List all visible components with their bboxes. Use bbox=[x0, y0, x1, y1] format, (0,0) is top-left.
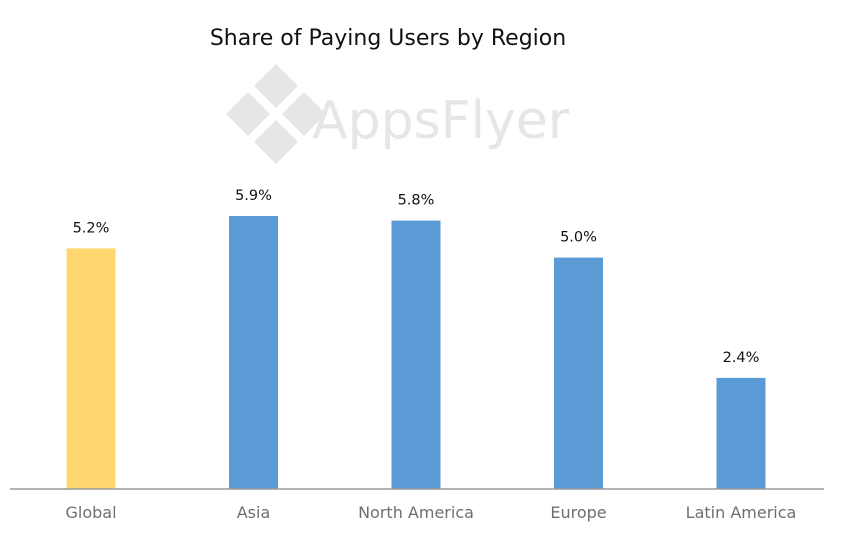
chart-title: Share of Paying Users by Region bbox=[210, 26, 566, 51]
appsflyer-logo-icon bbox=[226, 64, 326, 164]
bar-north-america bbox=[391, 220, 441, 489]
value-label-global: 5.2% bbox=[73, 220, 110, 236]
value-label-north-america: 5.8% bbox=[398, 193, 435, 209]
bars-group bbox=[66, 216, 766, 489]
x-tick-label-global: Global bbox=[65, 503, 116, 522]
watermark-text: AppsFlyer bbox=[312, 91, 570, 151]
x-tick-label-north-america: North America bbox=[358, 503, 474, 522]
appsflyer-watermark: AppsFlyer bbox=[226, 64, 570, 164]
value-label-asia: 5.9% bbox=[235, 188, 272, 204]
value-labels-group: 5.2% 5.9% 5.8% 5.0% 2.4% bbox=[73, 188, 760, 366]
bar-latin-america bbox=[716, 377, 766, 489]
value-label-latin-america: 2.4% bbox=[723, 350, 760, 366]
bar-asia bbox=[229, 216, 278, 489]
x-tick-label-europe: Europe bbox=[550, 503, 606, 522]
tick-labels-group: Global Asia North America Europe Latin Ameri… bbox=[65, 503, 796, 522]
value-label-europe: 5.0% bbox=[560, 230, 597, 246]
x-tick-label-latin-america: Latin America bbox=[686, 503, 797, 522]
bar-europe bbox=[554, 257, 603, 489]
bar-global bbox=[66, 248, 116, 489]
x-tick-label-asia: Asia bbox=[237, 503, 271, 522]
